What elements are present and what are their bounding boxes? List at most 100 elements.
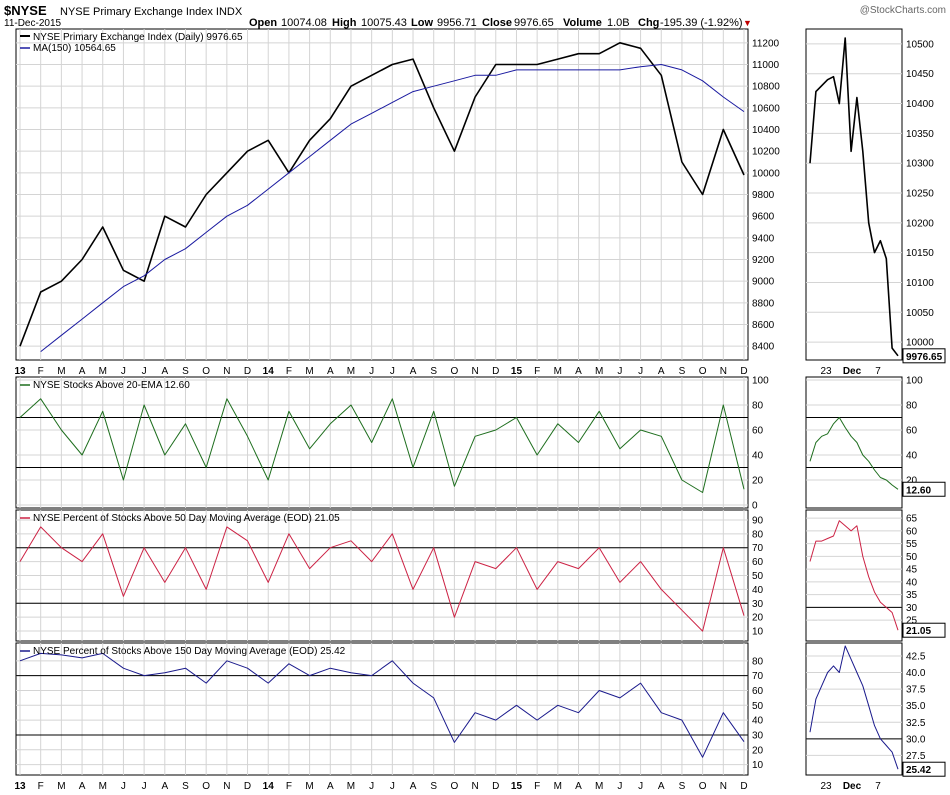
x-tick-label: M (595, 366, 603, 377)
y-tick-label: 10000 (906, 338, 934, 349)
y-tick-label: 10400 (752, 125, 780, 136)
y-tick-label: 60 (906, 526, 918, 537)
y-tick-label: 45 (906, 565, 918, 576)
y-tick-label: 37.5 (906, 685, 926, 696)
zoom-x-tick-label: 23 (820, 781, 832, 792)
y-tick-label: 40 (906, 577, 918, 588)
ema20-series-line (19, 398, 745, 493)
x-tick-label: O (451, 781, 459, 792)
y-tick-label: 60 (906, 426, 918, 437)
x-tick-label: J (369, 781, 374, 792)
y-tick-label: 80 (752, 529, 764, 540)
y-tick-label: 35.0 (906, 701, 926, 712)
x-tick-label: N (471, 366, 478, 377)
ma-legend: MA(150) 10564.65 (33, 43, 116, 54)
x-tick-label: D (244, 366, 251, 377)
zoom-x-tick-label: 7 (875, 781, 881, 792)
y-tick-label: 20 (752, 745, 764, 756)
x-tick-label: 13 (14, 366, 26, 377)
last-value-label: 9976.65 (906, 352, 943, 363)
date: 11-Dec-2015 (4, 18, 62, 29)
x-tick-label: M (99, 366, 107, 377)
y-tick-label: 11200 (752, 38, 780, 49)
y-tick-label: 10600 (752, 103, 780, 114)
ma150_zoom-series-line (809, 645, 899, 770)
x-tick-label: A (658, 781, 665, 792)
y-tick-label: 8600 (752, 320, 775, 331)
y-tick-label: 10200 (906, 218, 934, 229)
y-tick-label: 10500 (906, 39, 934, 50)
x-tick-label: M (305, 781, 313, 792)
x-tick-label: O (202, 781, 210, 792)
x-tick-label: S (182, 366, 189, 377)
y-tick-label: 30 (906, 603, 918, 614)
y-tick-label: 30 (752, 599, 764, 610)
x-tick-label: J (390, 366, 395, 377)
index-name: NYSE Primary Exchange Index INDX (60, 6, 243, 18)
x-tick-label: M (554, 366, 562, 377)
x-tick-label: M (347, 366, 355, 377)
y-tick-label: 60 (752, 426, 764, 437)
x-tick-label: S (182, 781, 189, 792)
chg-label: Chg (638, 17, 659, 29)
open-label: Open (249, 17, 277, 29)
x-tick-label: J (638, 781, 643, 792)
ma150-series-line (19, 652, 745, 758)
y-tick-label: 20 (906, 476, 918, 487)
chg-value: -195.39 (-1.92%) (660, 17, 743, 29)
y-tick-label: 70 (752, 543, 764, 554)
y-tick-label: 10200 (752, 147, 780, 158)
last-value-box (902, 622, 946, 638)
x-tick-label: A (79, 781, 86, 792)
y-tick-label: 20 (752, 613, 764, 624)
x-tick-label: S (679, 366, 686, 377)
x-tick-label: J (121, 366, 126, 377)
y-tick-label: 9600 (752, 212, 775, 223)
close-value: 9976.65 (514, 17, 554, 29)
down-arrow-icon: ▼ (743, 18, 752, 28)
y-tick-label: 80 (752, 401, 764, 412)
y-tick-label: 10100 (906, 278, 934, 289)
zoom-x-tick-label: 7 (875, 366, 881, 377)
x-tick-label: A (658, 366, 665, 377)
y-tick-label: 20 (752, 476, 764, 487)
ma150-legend: NYSE Percent of Stocks Above 150 Day Mov… (33, 646, 346, 657)
x-tick-label: O (699, 366, 707, 377)
x-tick-label: D (492, 781, 499, 792)
x-tick-label: M (57, 781, 65, 792)
x-tick-label: S (430, 781, 437, 792)
open-value: 10074.08 (281, 17, 327, 29)
low-value: 9956.71 (437, 17, 477, 29)
x-tick-label: J (617, 781, 622, 792)
x-tick-label: J (142, 366, 147, 377)
y-tick-label: 10400 (906, 99, 934, 110)
y-tick-label: 10150 (906, 248, 934, 259)
ma50_zoom-series-line (809, 520, 899, 631)
y-tick-label: 8400 (752, 342, 775, 353)
y-tick-label: 80 (752, 656, 764, 667)
ma50-series-line (19, 526, 745, 632)
x-tick-label: A (575, 366, 582, 377)
x-tick-label: M (554, 781, 562, 792)
x-tick-label: M (595, 781, 603, 792)
ema20_zoom-series-line (809, 417, 899, 490)
ma150-panel (15, 642, 749, 776)
close-label: Close (482, 17, 512, 29)
x-tick-label: D (244, 781, 251, 792)
y-tick-label: 42.5 (906, 651, 926, 662)
y-tick-label: 10300 (906, 159, 934, 170)
y-tick-label: 40 (752, 585, 764, 596)
ma50-legend: NYSE Percent of Stocks Above 50 Day Movi… (33, 513, 340, 524)
x-tick-label: 13 (14, 781, 26, 792)
low-label: Low (411, 17, 433, 29)
y-tick-label: 8800 (752, 298, 775, 309)
x-tick-label: O (202, 366, 210, 377)
y-tick-label: 65 (906, 514, 918, 525)
volume-label: Volume (563, 17, 602, 29)
watermark: @StockCharts.com (860, 5, 946, 16)
high-value: 10075.43 (361, 17, 407, 29)
y-tick-label: 10 (752, 760, 764, 771)
last-value-label: 25.42 (906, 765, 931, 776)
x-tick-label: F (286, 781, 292, 792)
y-tick-label: 9000 (752, 277, 775, 288)
